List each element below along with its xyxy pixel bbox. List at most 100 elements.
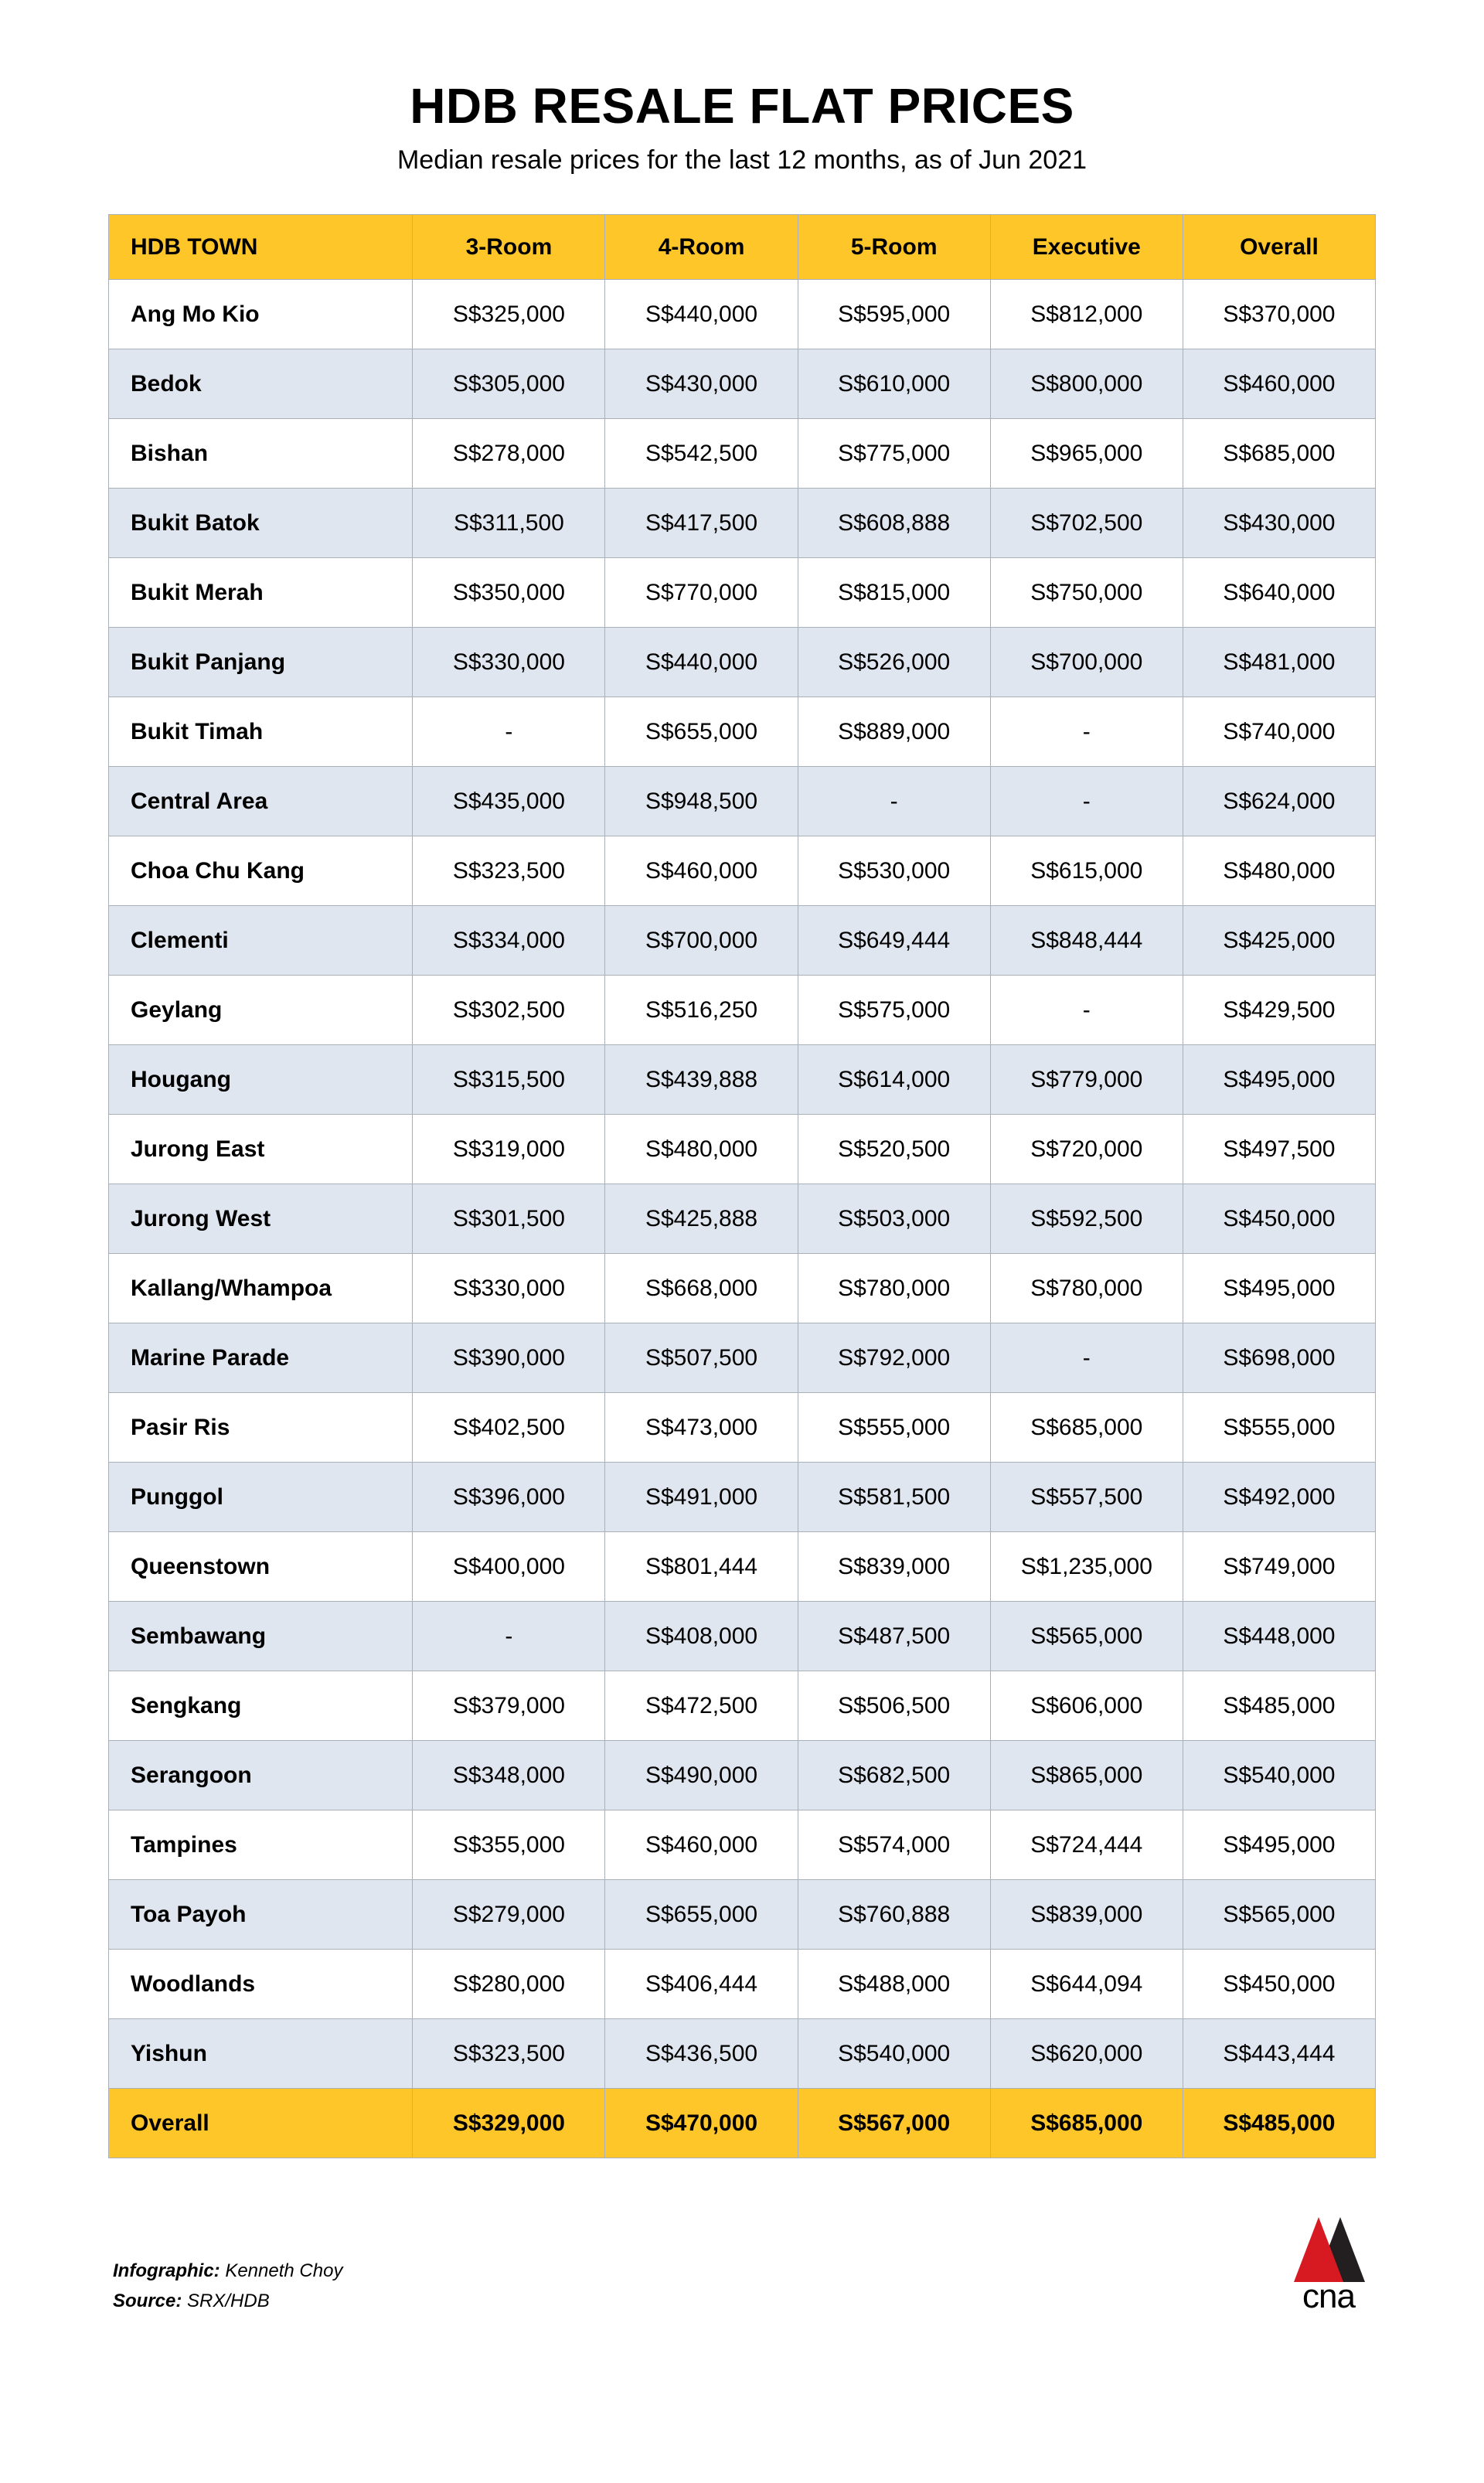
cell-value: S$278,000: [413, 419, 605, 489]
cell-value: S$574,000: [798, 1810, 990, 1880]
cell-value: S$355,000: [413, 1810, 605, 1880]
cell-value: S$575,000: [798, 976, 990, 1045]
cell-value: S$720,000: [990, 1115, 1183, 1184]
table-row: Central AreaS$435,000S$948,500--S$624,00…: [109, 767, 1376, 836]
cell-value: S$775,000: [798, 419, 990, 489]
cell-town: Marine Parade: [109, 1323, 413, 1393]
cell-value: S$480,000: [605, 1115, 798, 1184]
table-row: Choa Chu KangS$323,500S$460,000S$530,000…: [109, 836, 1376, 906]
cell-town: Serangoon: [109, 1741, 413, 1810]
cell-value: S$644,094: [990, 1950, 1183, 2019]
cell-value: S$480,000: [1183, 836, 1375, 906]
table-row: Pasir RisS$402,500S$473,000S$555,000S$68…: [109, 1393, 1376, 1463]
cell-value: S$540,000: [798, 2019, 990, 2089]
cell-value: S$702,500: [990, 489, 1183, 558]
cell-value: S$682,500: [798, 1741, 990, 1810]
table-row: ClementiS$334,000S$700,000S$649,444S$848…: [109, 906, 1376, 976]
cell-value: S$408,000: [605, 1602, 798, 1671]
cell-town: Central Area: [109, 767, 413, 836]
table-row: QueenstownS$400,000S$801,444S$839,000S$1…: [109, 1532, 1376, 1602]
cell-value: S$396,000: [413, 1463, 605, 1532]
cell-town: Bedok: [109, 349, 413, 419]
cell-value: S$780,000: [798, 1254, 990, 1323]
cell-value: S$429,500: [1183, 976, 1375, 1045]
table-row: Bukit MerahS$350,000S$770,000S$815,000S$…: [109, 558, 1376, 628]
cell-value: S$965,000: [990, 419, 1183, 489]
cell-value: S$430,000: [605, 349, 798, 419]
cell-value: S$614,000: [798, 1045, 990, 1115]
cell-value: S$889,000: [798, 697, 990, 767]
cell-value: S$435,000: [413, 767, 605, 836]
cell-value: S$506,500: [798, 1671, 990, 1741]
cell-value: S$750,000: [990, 558, 1183, 628]
cell-value: S$495,000: [1183, 1810, 1375, 1880]
cell-value: S$565,000: [1183, 1880, 1375, 1950]
col-header-5room: 5-Room: [798, 215, 990, 280]
cell-value: S$305,000: [413, 349, 605, 419]
cell-value: S$685,000: [990, 1393, 1183, 1463]
cell-value: S$311,500: [413, 489, 605, 558]
cell-value: S$760,888: [798, 1880, 990, 1950]
cell-value: S$488,000: [798, 1950, 990, 2019]
cell-value: S$330,000: [413, 1254, 605, 1323]
cell-value: -: [990, 697, 1183, 767]
cell-value: S$450,000: [1183, 1184, 1375, 1254]
cell-value: S$606,000: [990, 1671, 1183, 1741]
cell-value: S$615,000: [990, 836, 1183, 906]
cell-value: S$379,000: [413, 1671, 605, 1741]
cell-value: S$425,000: [1183, 906, 1375, 976]
col-header-overall: Overall: [1183, 215, 1375, 280]
col-header-3room: 3-Room: [413, 215, 605, 280]
cell-value: S$315,500: [413, 1045, 605, 1115]
table-row: BishanS$278,000S$542,500S$775,000S$965,0…: [109, 419, 1376, 489]
cell-town: Punggol: [109, 1463, 413, 1532]
cell-value: -: [413, 697, 605, 767]
cell-value: S$460,000: [605, 836, 798, 906]
cell-value: S$516,250: [605, 976, 798, 1045]
cell-town: Jurong West: [109, 1184, 413, 1254]
cell-value: S$473,000: [605, 1393, 798, 1463]
cell-value: S$685,000: [990, 2089, 1183, 2158]
cell-value: S$655,000: [605, 1880, 798, 1950]
cell-value: S$370,000: [1183, 280, 1375, 349]
table-row: Kallang/WhampoaS$330,000S$668,000S$780,0…: [109, 1254, 1376, 1323]
cell-value: S$812,000: [990, 280, 1183, 349]
table-row: Jurong WestS$301,500S$425,888S$503,000S$…: [109, 1184, 1376, 1254]
table-row: Marine ParadeS$390,000S$507,500S$792,000…: [109, 1323, 1376, 1393]
cell-value: S$724,444: [990, 1810, 1183, 1880]
cell-value: S$848,444: [990, 906, 1183, 976]
infographic-credit-label: Infographic:: [113, 2260, 220, 2281]
cell-value: S$1,235,000: [990, 1532, 1183, 1602]
cell-value: S$417,500: [605, 489, 798, 558]
cell-value: S$801,444: [605, 1532, 798, 1602]
table-row: GeylangS$302,500S$516,250S$575,000-S$429…: [109, 976, 1376, 1045]
cell-value: S$815,000: [798, 558, 990, 628]
cell-value: S$487,500: [798, 1602, 990, 1671]
table-row: Toa PayohS$279,000S$655,000S$760,888S$83…: [109, 1880, 1376, 1950]
cell-value: S$448,000: [1183, 1602, 1375, 1671]
cell-value: S$430,000: [1183, 489, 1375, 558]
cell-town: Hougang: [109, 1045, 413, 1115]
cell-value: S$567,000: [798, 2089, 990, 2158]
cell-value: S$470,000: [605, 2089, 798, 2158]
cell-value: S$280,000: [413, 1950, 605, 2019]
cell-value: S$779,000: [990, 1045, 1183, 1115]
cell-value: S$649,444: [798, 906, 990, 976]
cell-value: S$740,000: [1183, 697, 1375, 767]
cell-value: S$443,444: [1183, 2019, 1375, 2089]
cell-town: Sengkang: [109, 1671, 413, 1741]
cell-value: S$792,000: [798, 1323, 990, 1393]
cell-value: S$530,000: [798, 836, 990, 906]
cell-value: S$620,000: [990, 2019, 1183, 2089]
cell-value: S$495,000: [1183, 1045, 1375, 1115]
cell-value: S$555,000: [1183, 1393, 1375, 1463]
table-row: PunggolS$396,000S$491,000S$581,500S$557,…: [109, 1463, 1376, 1532]
cell-value: S$490,000: [605, 1741, 798, 1810]
cell-town: Clementi: [109, 906, 413, 976]
cell-value: -: [990, 976, 1183, 1045]
page-subtitle: Median resale prices for the last 12 mon…: [108, 145, 1376, 175]
cell-value: S$839,000: [990, 1880, 1183, 1950]
cell-town: Tampines: [109, 1810, 413, 1880]
cell-value: S$425,888: [605, 1184, 798, 1254]
cell-value: S$460,000: [605, 1810, 798, 1880]
